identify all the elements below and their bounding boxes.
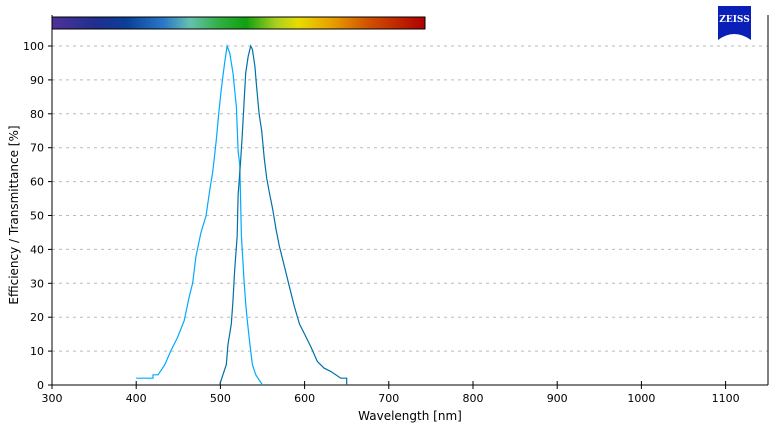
excitation-curve [136, 43, 264, 386]
x-tick-label: 500 [210, 392, 231, 405]
x-tick-label: 400 [126, 392, 147, 405]
y-tick-label: 40 [30, 243, 44, 256]
y-tick-label: 0 [37, 379, 44, 392]
logo-text: ZEISS [719, 15, 749, 25]
y-tick-label: 100 [23, 40, 44, 53]
x-tick-label: 1000 [627, 392, 655, 405]
y-tick-label: 10 [30, 345, 44, 358]
y-axis-label: Efficiency / Transmittance [%] [7, 125, 21, 304]
zeiss-logo: ZEISS [718, 6, 751, 40]
series [136, 43, 348, 386]
x-tick-label: 700 [378, 392, 399, 405]
y-tick-label: 70 [30, 142, 44, 155]
x-axis-label: Wavelength [nm] [358, 409, 462, 423]
y-tick-label: 30 [30, 277, 44, 290]
axes: 0 10 20 30 40 50 60 70 80 90 100 300 400 500 600 700 800… [23, 15, 769, 405]
x-tick-label: 300 [42, 392, 63, 405]
spectrum-color-bar [51, 16, 426, 30]
y-tick-label: 90 [30, 74, 44, 87]
y-tick-label: 20 [30, 311, 44, 324]
x-tick-label: 800 [463, 392, 484, 405]
x-tick-label: 1100 [712, 392, 740, 405]
y-tick-label: 80 [30, 108, 44, 121]
y-tick-label: 50 [30, 210, 44, 223]
x-tick-label: 900 [547, 392, 568, 405]
grid [52, 45, 768, 352]
x-tick-label: 600 [294, 392, 315, 405]
y-tick-label: 60 [30, 176, 44, 189]
emission-curve [219, 44, 348, 386]
